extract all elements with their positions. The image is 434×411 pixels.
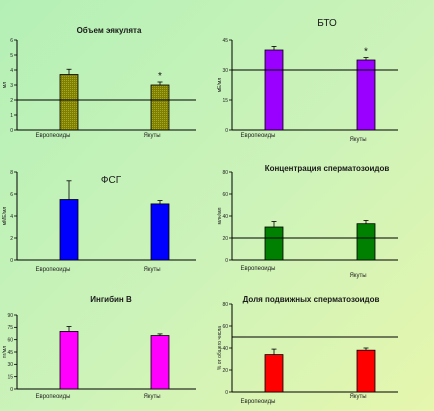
chart-panel-4: Концентрация сперматозоидов 0 20 40 60 80 млн/… — [217, 164, 398, 279]
y-axis-label: мЕ/мл — [217, 78, 223, 93]
y-tick-label: 0 — [10, 128, 13, 134]
y-tick-label: 80 — [222, 170, 228, 176]
y-tick-label: 0 — [10, 258, 13, 264]
y-tick-label: 5 — [10, 53, 13, 59]
y-tick-label: 20 — [222, 236, 228, 242]
x-category-label: Европеоиды — [241, 266, 276, 272]
y-tick-label: 45 — [222, 38, 228, 44]
y-tick-label: 20 — [222, 368, 228, 374]
bar-1 — [59, 74, 79, 131]
y-tick-label: 0 — [10, 387, 13, 393]
x-category-label: Якуты — [349, 137, 366, 143]
y-tick-label: 0 — [225, 128, 228, 134]
bar-2 — [150, 84, 170, 131]
bar-1 — [264, 226, 284, 261]
y-tick-label: 30 — [222, 68, 228, 74]
significance-marker: * — [364, 47, 368, 58]
bar-1 — [264, 49, 284, 131]
y-tick-label: 60 — [7, 337, 13, 343]
y-tick-label: 6 — [10, 192, 13, 198]
bar-1 — [59, 331, 79, 390]
y-tick-label: 30 — [7, 362, 13, 368]
y-tick-label: 75 — [7, 325, 13, 331]
y-axis-label: пг/мл — [2, 346, 8, 358]
x-category-label: Якуты — [143, 133, 160, 139]
y-axis-label: % от общего числа — [217, 326, 223, 370]
chart-panel-1: Объем эякулята 0 1 2 3 4 5 6 мл Европеоиды * Якуты — [2, 26, 196, 139]
chart-title: Ингибин В — [90, 295, 132, 304]
x-category-label: Якуты — [349, 394, 366, 400]
chart-panel-6: Доля подвижных сперматозоидов 0 20 40 60 80 % … — [217, 295, 398, 405]
bar-2 — [356, 223, 376, 261]
y-tick-label: 45 — [7, 350, 13, 356]
significance-marker: * — [158, 71, 162, 82]
y-axis-label: млн/мл — [217, 207, 223, 224]
x-category-label: Европеоиды — [36, 394, 71, 400]
chart-title: БТО — [317, 18, 337, 29]
x-category-label: Европеоиды — [36, 267, 71, 273]
x-category-label: Якуты — [143, 267, 160, 273]
y-tick-label: 8 — [10, 170, 13, 176]
bar-1 — [59, 199, 79, 261]
x-category-label: Европеоиды — [241, 133, 276, 139]
chart-panel-5: Ингибин В 0 15 30 45 60 75 90 пг/мл Европеоиды Яку… — [2, 295, 196, 400]
y-tick-label: 15 — [222, 98, 228, 104]
chart-title: ФСГ — [101, 175, 122, 186]
bar-1 — [264, 354, 284, 393]
y-tick-label: 4 — [10, 68, 13, 74]
y-tick-label: 0 — [225, 390, 228, 396]
chart-title: Объем эякулята — [77, 26, 142, 35]
y-tick-label: 40 — [222, 346, 228, 352]
y-tick-label: 2 — [10, 98, 13, 104]
y-axis-label: мМЕ/мл — [2, 207, 8, 226]
y-tick-label: 15 — [7, 374, 13, 380]
chart-title: Концентрация сперматозоидов — [265, 164, 390, 173]
chart-panel-3: ФСГ 0 2 4 6 8 мМЕ/мл Европеоиды Якуты — [2, 170, 196, 273]
y-tick-label: 1 — [10, 113, 13, 119]
x-category-label: Якуты — [349, 273, 366, 279]
y-tick-label: 60 — [222, 192, 228, 198]
y-tick-label: 80 — [222, 302, 228, 308]
y-axis-label: мл — [2, 82, 8, 88]
x-category-label: Европеоиды — [36, 133, 71, 139]
bar-2 — [356, 349, 376, 393]
y-tick-label: 3 — [10, 83, 13, 89]
y-tick-label: 60 — [222, 324, 228, 330]
y-tick-label: 40 — [222, 214, 228, 220]
x-category-label: Европеоиды — [241, 399, 276, 405]
y-tick-label: 0 — [225, 258, 228, 264]
bar-2 — [150, 335, 170, 390]
chart-panel-2: БТО 0 15 30 45 мЕ/мл Европеоиды * Якуты — [217, 18, 398, 143]
y-tick-label: 6 — [10, 38, 13, 44]
bar-2 — [150, 203, 170, 261]
x-category-label: Якуты — [143, 394, 160, 400]
y-tick-label: 4 — [10, 214, 13, 220]
y-tick-label: 2 — [10, 236, 13, 242]
y-tick-label: 90 — [7, 313, 13, 319]
chart-title: Доля подвижных сперматозоидов — [243, 295, 380, 304]
